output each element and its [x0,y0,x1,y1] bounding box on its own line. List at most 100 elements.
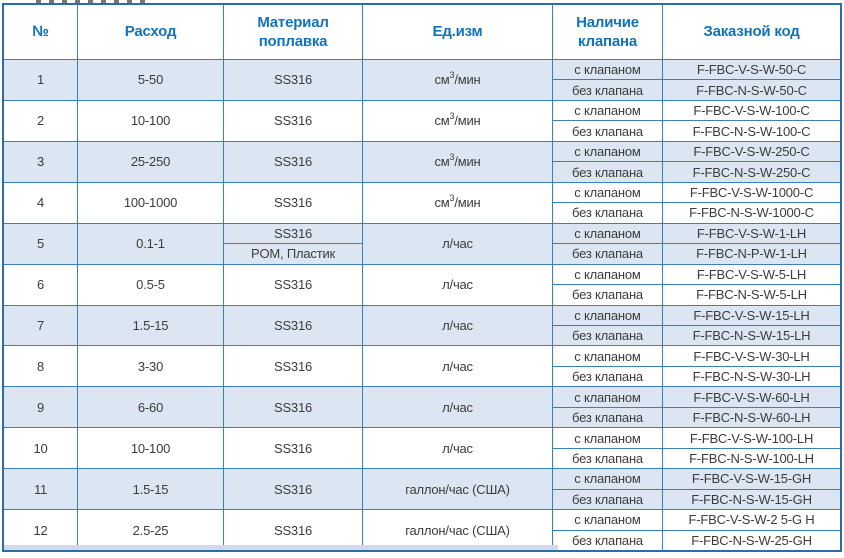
cell-row-number: 5 [4,223,78,264]
cell-valve-with: с клапаном [553,100,663,121]
unit-superscript: 3 [449,192,455,203]
valve-subrow-without: без клапана F-FBC-N-S-W-60-LH [553,407,840,428]
valve-subrow-with: с клапаном F-FBC-V-S-W-15-GH [553,469,840,490]
material-primary: SS316 [273,358,313,374]
unit-suffix: /мин [454,72,481,88]
valve-subrow-without: без клапана F-FBC-N-S-W-100-LH [553,448,840,469]
unit-text: л/час [442,317,473,333]
cell-float-material: SS316 [224,510,363,551]
cell-flow-range: 0.1-1 [78,223,224,264]
valve-subrow-with: с клапаном F-FBC-V-S-W-5-LH [553,264,840,286]
valve-subrow-without: без клапана F-FBC-N-S-W-250-C [553,162,840,182]
valve-subrow-without: без клапана F-FBC-N-P-W-1-LH [553,244,840,264]
cell-valve-with: с клапаном [553,60,663,80]
cell-row-number: 4 [4,182,78,223]
cell-float-material: SS316 [224,182,363,223]
table-row: 11 1.5-15 SS316 галлон/час (США) с клапа… [4,469,840,511]
unit-suffix: /мин [454,113,481,129]
cell-unit: л/час [363,264,553,305]
cell-order-code: F-FBC-N-S-W-1000-C [689,205,814,221]
cell-order-code: F-FBC-N-P-W-1-LH [696,246,807,262]
table-row: 4 100-1000 SS316 см 3/мин с клапаном F-FB… [4,182,840,224]
valve-subrow-without: без клапана F-FBC-N-S-W-30-LH [553,366,840,387]
valve-and-code-cells: с клапаном F-FBC-V-S-W-5-LH без клапана … [553,264,840,305]
cell-order-code: F-FBC-N-S-W-25-GH [691,532,812,548]
cell-flow-range: 2.5-25 [78,510,224,551]
unit-superscript: 3 [449,151,455,162]
cropped-next-row-strip [4,545,558,550]
cell-float-material: SS316 [224,469,363,510]
cell-flow-range: 10-100 [78,100,224,141]
table-row: 7 1.5-15 SS316 л/час с клапаном F-FBC-V-… [4,305,840,347]
cell-order-code: F-FBC-N-S-W-30-LH [692,369,811,385]
valve-subrow-with: с клапаном F-FBC-V-S-W-15-LH [553,305,840,326]
unit-text: л/час [442,358,473,374]
material-primary: SS316 [273,440,313,456]
cell-flow-range: 10-100 [78,428,224,469]
valve-subrow-without: без клапана F-FBC-N-S-W-15-LH [553,326,840,346]
cell-valve-with: с клапаном [553,469,663,489]
valve-subrow-with: с клапаном F-FBC-V-S-W-1-LH [553,223,840,245]
cell-row-number: 12 [4,510,78,551]
valve-and-code-cells: с клапаном F-FBC-V-S-W-15-LH без клапана… [553,305,840,346]
col-header-order-code: Заказной код [703,23,800,41]
cell-valve-with: с клапаном [553,510,663,530]
valve-subrow-without: без клапана F-FBC-N-S-W-5-LH [553,285,840,305]
material-primary: SS316 [273,481,313,497]
cell-valve-without: без клапана [553,203,663,223]
table-row: 1 5-50 SS316 см 3/мин с клапаном F-FBC-V-… [4,60,840,101]
valve-and-code-cells: с клапаном F-FBC-V-S-W-100-C без клапана… [553,100,840,141]
cell-row-number: 8 [4,346,78,387]
cell-order-code: F-FBC-N-S-W-15-LH [692,328,811,344]
valve-subrow-with: с клапаном F-FBC-V-S-W-1000-C [553,182,840,204]
cell-unit: см 3/мин [363,60,553,100]
cell-row-number: 7 [4,305,78,346]
valve-and-code-cells: с клапаном F-FBC-V-S-W-30-LH без клапана… [553,346,840,387]
cell-order-code: F-FBC-V-S-W-2 5-G H [688,512,815,528]
cell-row-number: 1 [4,60,78,100]
cell-order-code: F-FBC-V-S-W-1000-C [689,185,814,200]
unit-suffix: /мин [454,195,481,211]
material-primary: SS316 [273,522,313,538]
cell-valve-without: без клапана [553,407,663,428]
valve-and-code-cells: с клапаном F-FBC-V-S-W-1-LH без клапана … [553,223,840,264]
cell-valve-with: с клапаном [553,264,663,285]
cell-valve-with: с клапаном [553,141,663,162]
cell-valve-without: без клапана [553,244,663,264]
cell-flow-range: 1.5-15 [78,305,224,346]
material-primary: SS316 [273,113,313,129]
valve-subrow-without: без клапана F-FBC-N-S-W-100-C [553,121,840,141]
cell-row-number: 11 [4,469,78,510]
valve-subrow-with: с клапаном F-FBC-V-S-W-100-C [553,100,840,122]
cell-order-code: F-FBC-N-S-W-15-GH [691,491,812,507]
cell-unit: л/час [363,428,553,469]
cell-order-code: F-FBC-V-S-W-1-LH [696,225,807,241]
flowmeter-spec-table: № Расход Материал поплавка Ед.изм Наличи… [2,3,842,552]
cell-float-material: SS316 [224,428,363,469]
cell-float-material: SS316 [224,60,363,100]
valve-subrow-without: без клапана F-FBC-N-S-W-50-C [553,80,840,100]
material-primary: SS316 [273,317,313,333]
cell-row-number: 2 [4,100,78,141]
cell-valve-without: без клапана [553,530,663,551]
cell-order-code: F-FBC-N-S-W-100-C [692,123,811,139]
col-header-flow-rate: Расход [78,5,224,59]
cell-float-material: SS316 [224,305,363,346]
col-header-valve-presence: Наличие клапана [553,5,663,59]
cell-valve-without: без клапана [553,162,663,182]
table-row: 8 3-30 SS316 л/час с клапаном F-FBC-V-S-… [4,346,840,388]
cell-order-code: F-FBC-V-S-W-100-C [693,103,810,119]
unit-superscript: 3 [449,70,455,80]
table-row: 3 25-250 SS316 см 3/мин с клапаном F-FBC-… [4,141,840,183]
col-header-unit: Ед.изм [363,5,553,59]
unit-text: см [434,72,450,88]
unit-text: л/час [442,440,473,456]
cell-order-code: F-FBC-V-S-W-250-C [693,144,810,160]
cell-order-code: F-FBC-N-S-W-50-C [696,82,807,98]
valve-subrow-with: с клапаном F-FBC-V-S-W-50-C [553,60,840,81]
cropped-text-fragment [36,0,146,3]
table-row: 5 0.1-1 SS316 POM, Пластик л/час с клапа… [4,223,840,265]
cell-order-code: F-FBC-V-S-W-15-LH [693,307,810,323]
valve-subrow-without: без клапана F-FBC-N-S-W-25-GH [553,530,840,551]
unit-suffix: /мин [454,154,481,170]
